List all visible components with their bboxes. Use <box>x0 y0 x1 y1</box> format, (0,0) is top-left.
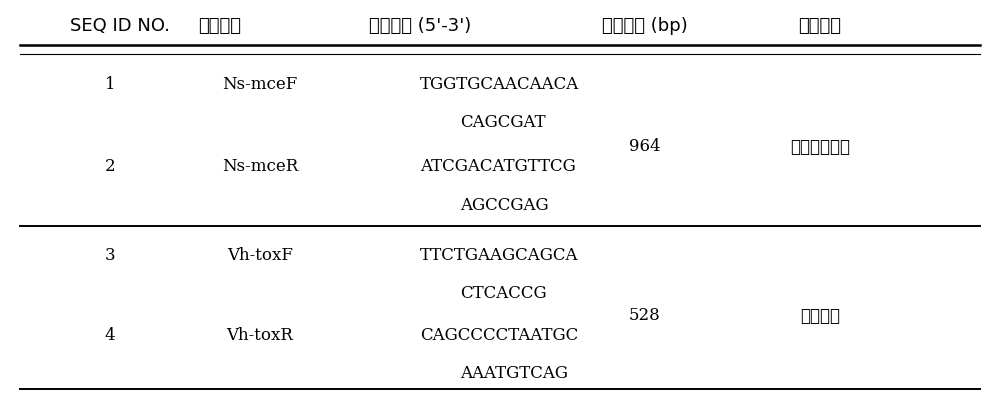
Text: 哈维弧菌: 哈维弧菌 <box>800 306 840 324</box>
Text: ATCGACATGTTCG: ATCGACATGTTCG <box>420 158 576 175</box>
Text: Ns-mceR: Ns-mceR <box>222 158 298 175</box>
Text: AAATGTCAG: AAATGTCAG <box>460 365 568 381</box>
Text: 检测菌种: 检测菌种 <box>798 17 842 35</box>
Text: CAGCCCCTAATGC: CAGCCCCTAATGC <box>420 326 578 343</box>
Text: 4: 4 <box>105 326 115 343</box>
Text: 528: 528 <box>629 306 661 323</box>
Text: 3: 3 <box>105 246 115 263</box>
Text: SEQ ID NO.: SEQ ID NO. <box>70 17 170 35</box>
Text: 鼻鱼诺卡氏菌: 鼻鱼诺卡氏菌 <box>790 138 850 155</box>
Text: Ns-mceF: Ns-mceF <box>222 76 298 93</box>
Text: CTCACCG: CTCACCG <box>460 284 547 301</box>
Text: CAGCGAT: CAGCGAT <box>460 114 546 131</box>
Text: 964: 964 <box>629 138 661 155</box>
Text: Vh-toxR: Vh-toxR <box>227 326 293 343</box>
Text: Vh-toxF: Vh-toxF <box>227 246 293 263</box>
Text: 片段大小 (bp): 片段大小 (bp) <box>602 17 688 35</box>
Text: 1: 1 <box>105 76 115 93</box>
Text: TGGTGCAACAACA: TGGTGCAACAACA <box>420 76 579 93</box>
Text: AGCCGAG: AGCCGAG <box>460 196 549 213</box>
Text: 2: 2 <box>105 158 115 175</box>
Text: 引物序列 (5'-3'): 引物序列 (5'-3') <box>369 17 471 35</box>
Text: TTCTGAAGCAGCA: TTCTGAAGCAGCA <box>420 246 578 263</box>
Text: 引物名称: 引物名称 <box>198 17 242 35</box>
